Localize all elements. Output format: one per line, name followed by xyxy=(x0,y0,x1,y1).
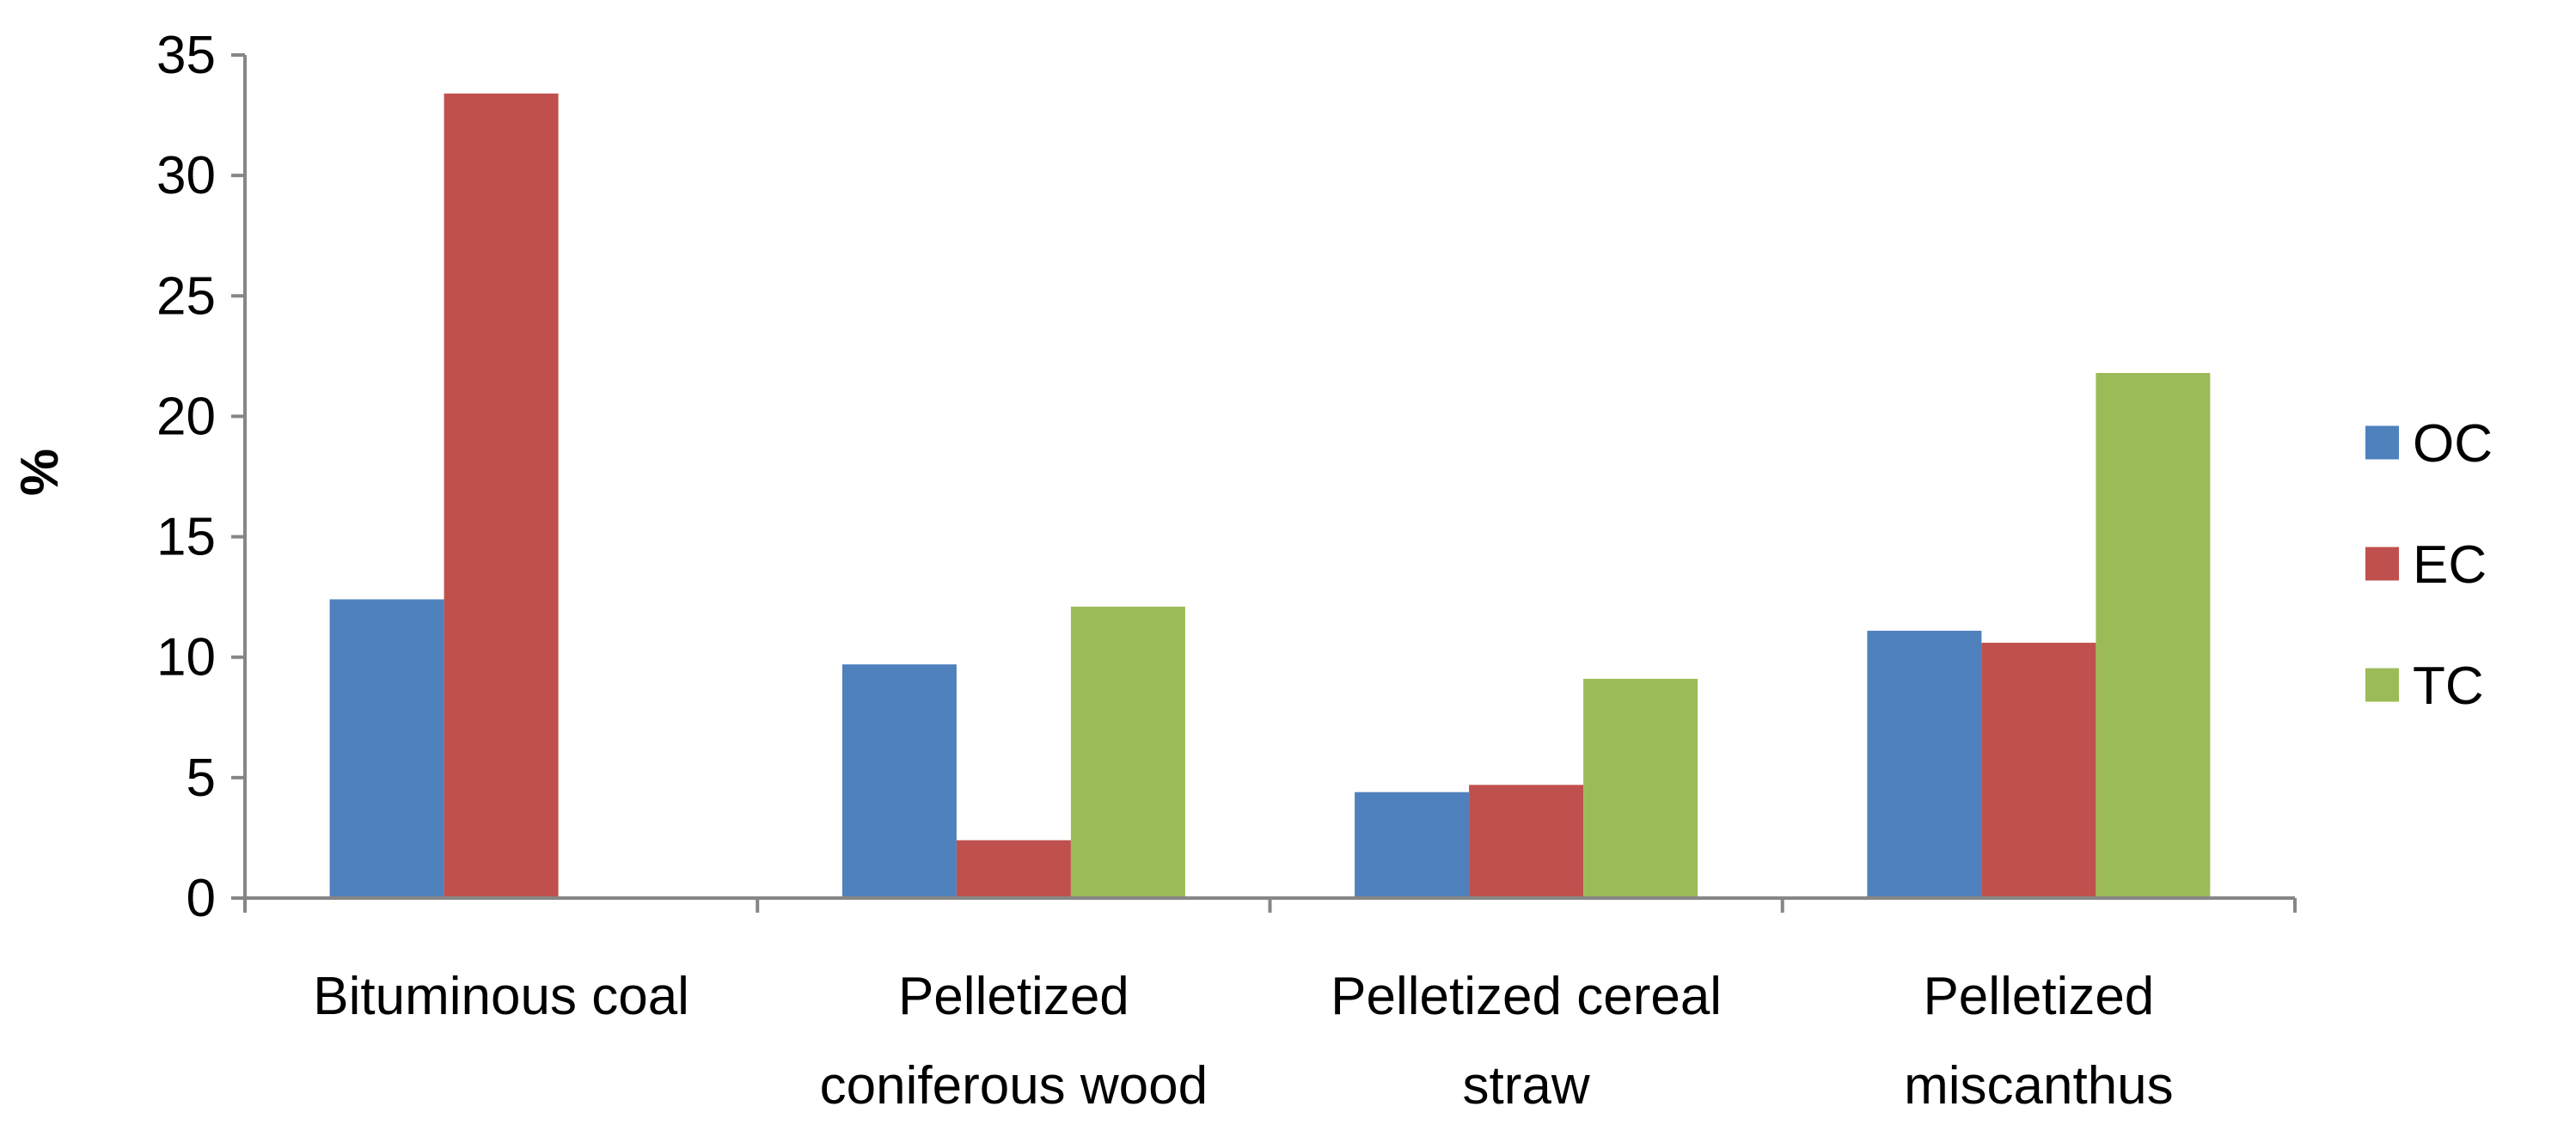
y-tick-label: 35 xyxy=(156,26,216,85)
bar-ec-2 xyxy=(956,840,1071,898)
y-tick-label: 15 xyxy=(156,508,216,567)
y-tick-label: 10 xyxy=(156,628,216,688)
y-tick-label: 20 xyxy=(156,387,216,446)
bar-ec-1 xyxy=(444,93,559,899)
y-tick-label: 25 xyxy=(156,266,216,326)
bar-ec-4 xyxy=(1981,642,2096,898)
x-category-label: Pelletized cereal straw xyxy=(1331,967,1722,1115)
bar-tc-3 xyxy=(1583,678,1698,898)
bar-oc-1 xyxy=(329,599,444,898)
y-tick-label: 0 xyxy=(187,869,216,928)
legend-label-oc: OC xyxy=(2413,414,2493,474)
x-category-label: Pelletized miscanthus xyxy=(1904,967,2174,1115)
legend-swatch-tc xyxy=(2365,668,2399,702)
y-axis-title: % xyxy=(10,449,70,496)
legend-label-tc: TC xyxy=(2413,657,2484,716)
bar-oc-4 xyxy=(1867,630,1982,898)
y-tick-label: 5 xyxy=(187,749,216,808)
legend-label-ec: EC xyxy=(2413,535,2487,595)
x-category-label: Pelletized coniferous wood xyxy=(820,967,1208,1115)
x-category-label: Bituminous coal xyxy=(313,967,689,1026)
y-tick-label: 30 xyxy=(156,146,216,205)
bar-oc-2 xyxy=(841,664,957,898)
legend-swatch-oc xyxy=(2365,425,2399,460)
bar-oc-3 xyxy=(1355,792,1470,898)
bar-tc-2 xyxy=(1070,606,1185,898)
bar-ec-3 xyxy=(1469,785,1584,898)
bar-tc-4 xyxy=(2096,373,2211,898)
legend-swatch-ec xyxy=(2365,547,2399,581)
